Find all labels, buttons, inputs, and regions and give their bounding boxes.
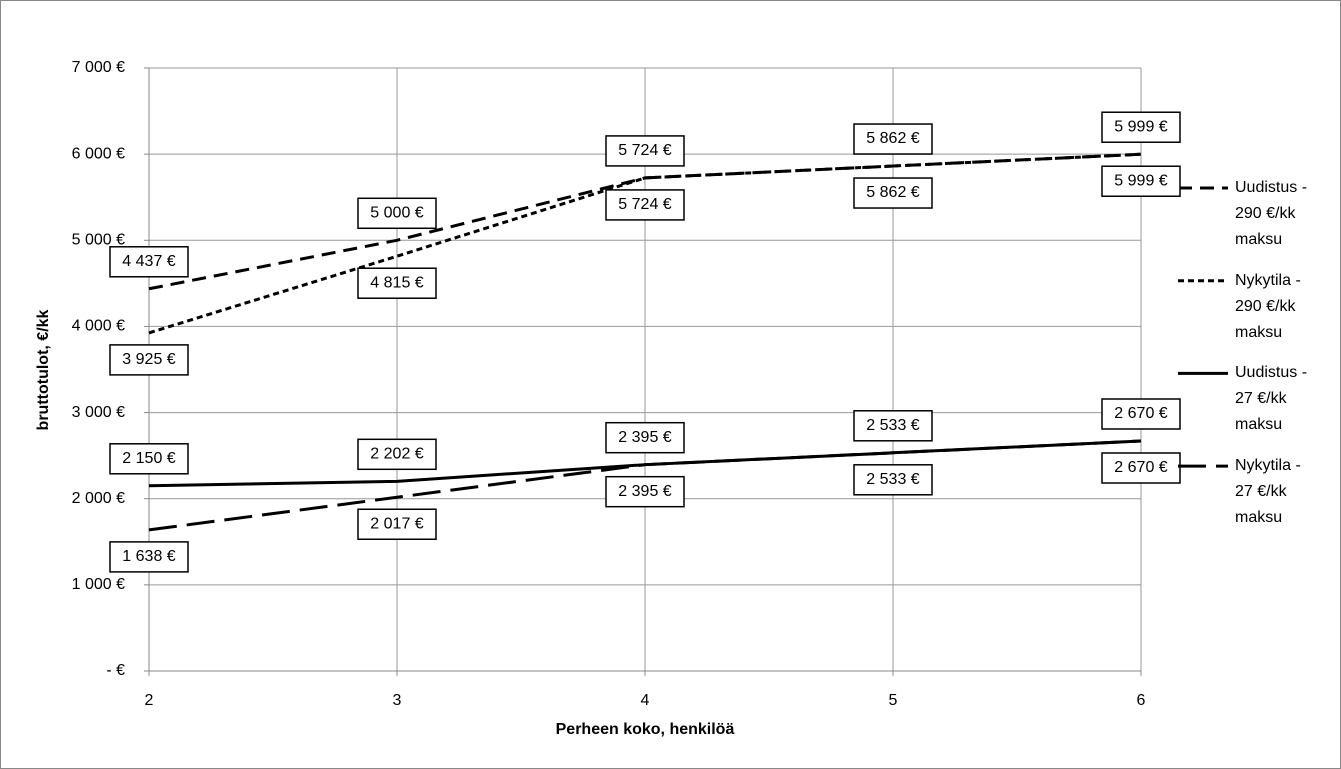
data-label: 2 017 € [357,508,437,540]
data-label-text: 2 533 € [866,417,919,434]
data-label-box [1101,398,1181,430]
data-label-box [605,475,685,508]
data-label-text: 2 395 € [618,483,671,500]
data-label-text: 2 150 € [122,450,175,467]
y-tick-label: 4 000 € [72,318,125,335]
data-label: 4 815 € [357,267,437,299]
data-label-box [357,197,437,230]
x-axis-title: Perheen koko, henkilöä [556,721,735,738]
data-label-text: 4 437 € [122,253,175,270]
data-label-box [357,508,437,540]
y-tick-label: 1 000 € [72,576,125,593]
data-label: 5 862 € [853,177,933,209]
x-tick-label: 3 [393,692,402,709]
data-label: 5 724 € [605,189,685,221]
x-tick-label: 5 [889,692,898,709]
y-tick-label: 2 000 € [72,490,125,507]
data-label-text: 5 999 € [1114,172,1167,189]
data-label-box [1101,111,1181,143]
data-label-box [1101,165,1181,197]
data-label: 2 395 € [605,421,685,454]
data-label-box [853,123,933,155]
data-label-box [357,267,437,299]
data-label-box [109,541,189,573]
data-label-text: 2 533 € [866,471,919,488]
data-label-text: 3 925 € [122,351,175,368]
data-label-text: 2 670 € [1114,459,1167,476]
data-label-text: 2 395 € [618,429,671,446]
data-label: 2 533 € [853,410,933,442]
data-label: 2 670 € [1101,398,1181,430]
data-label-box [605,135,685,167]
y-tick-label: - € [106,662,125,679]
data-label: 5 724 € [605,135,685,167]
data-label-box [605,421,685,454]
data-label-text: 5 862 € [866,184,919,201]
data-label: 1 638 € [109,541,189,573]
data-label-box [853,410,933,442]
data-label: 5 999 € [1101,165,1181,197]
data-label-box [605,189,685,221]
data-label-text: 2 670 € [1114,405,1167,422]
data-label: 2 202 € [357,438,437,471]
y-tick-label: 6 000 € [72,145,125,162]
data-label-box [109,443,189,475]
legend-label: Uudistus - 27 €/kk maksu [1235,364,1308,434]
legend-label: Uudistus - 290 €/kk maksu [1235,179,1308,248]
data-label: 3 925 € [109,344,189,376]
data-label: 2 670 € [1101,452,1181,484]
data-label: 4 437 € [109,246,189,278]
data-label-text: 5 724 € [618,142,671,159]
data-label: 5 000 € [357,197,437,230]
x-tick-label: 4 [641,692,650,709]
y-axis-title: bruttotulot, €/kk [35,309,52,430]
y-tick-label: 3 000 € [72,404,125,421]
legend-label: Nykytila - 27 €/kk maksu [1235,457,1301,527]
series-line [148,152,1142,335]
data-label-text: 2 202 € [370,446,423,463]
data-label: 2 533 € [853,464,933,496]
data-label-text: 1 638 € [122,548,175,565]
data-label-box [1101,452,1181,484]
data-label: 2 395 € [605,475,685,508]
x-tick-label: 2 [145,692,154,709]
data-label-box [853,177,933,209]
y-tick-label: 5 000 € [72,232,125,249]
data-label-text: 5 724 € [618,196,671,213]
data-label-text: 5 000 € [370,205,423,222]
data-label: 5 862 € [853,123,933,155]
data-label-box [853,464,933,496]
x-tick-label: 6 [1137,692,1146,709]
data-label-box [109,344,189,376]
data-label-text: 2 017 € [370,515,423,532]
data-label-text: 4 815 € [370,274,423,291]
data-label-box [357,438,437,471]
data-label: 5 999 € [1101,111,1181,143]
legend-label: Nykytila - 290 €/kk maksu [1235,271,1301,341]
data-label-text: 5 862 € [866,130,919,147]
series-line [148,439,1142,532]
data-label: 2 150 € [109,443,189,475]
y-tick-label: 7 000 € [72,59,125,76]
data-label-box [109,246,189,278]
data-label-text: 5 999 € [1114,118,1167,135]
